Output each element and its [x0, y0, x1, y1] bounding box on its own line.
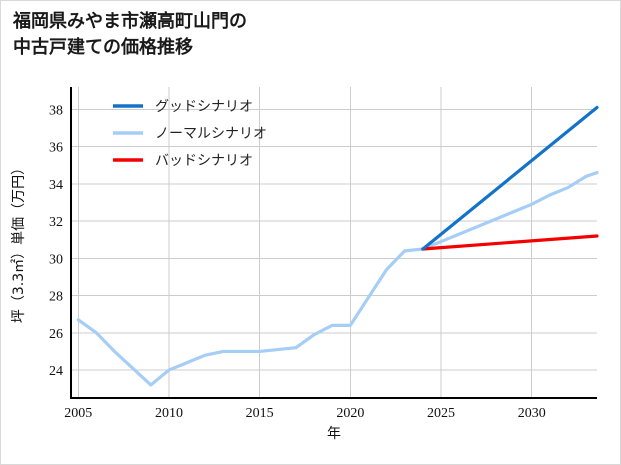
y-tick-label: 32 — [49, 215, 63, 230]
y-tick-label: 28 — [49, 290, 63, 305]
y-tick-label: 34 — [49, 178, 63, 193]
x-tick-label: 2025 — [427, 406, 455, 421]
x-tick-labels: 2005 2010 2015 2020 2025 2030 — [64, 406, 545, 421]
y-tick-labels: 24 26 28 30 32 34 36 38 — [49, 103, 63, 379]
x-tick-label: 2010 — [155, 406, 183, 421]
y-axis-title: 坪（3.3㎡）単価（万円） — [11, 161, 27, 323]
y-tick-label: 36 — [49, 141, 63, 156]
series-line — [421, 105, 599, 251]
y-tick-label: 30 — [49, 252, 63, 267]
x-tick-label: 2020 — [336, 406, 364, 421]
series-group — [76, 105, 599, 387]
page-title: 福岡県みやま市瀬高町山門の 中古戸建ての価格推移 — [13, 11, 247, 58]
x-tick-label: 2030 — [518, 406, 546, 421]
x-axis-title: 年 — [327, 426, 341, 442]
axis-spines — [69, 87, 597, 400]
y-tick-label: 38 — [49, 103, 63, 118]
y-tick-label: 24 — [49, 364, 63, 379]
legend-label-good: グッドシナリオ — [155, 99, 253, 115]
y-tick-label: 26 — [49, 327, 63, 342]
series-line — [76, 171, 599, 387]
gridlines-group — [71, 87, 597, 398]
x-tick-label: 2015 — [246, 406, 274, 421]
legend-label-normal: ノーマルシナリオ — [155, 126, 267, 142]
series-line — [421, 234, 599, 251]
x-tick-label: 2005 — [64, 406, 92, 421]
legend-label-bad: バッドシナリオ — [155, 153, 253, 169]
